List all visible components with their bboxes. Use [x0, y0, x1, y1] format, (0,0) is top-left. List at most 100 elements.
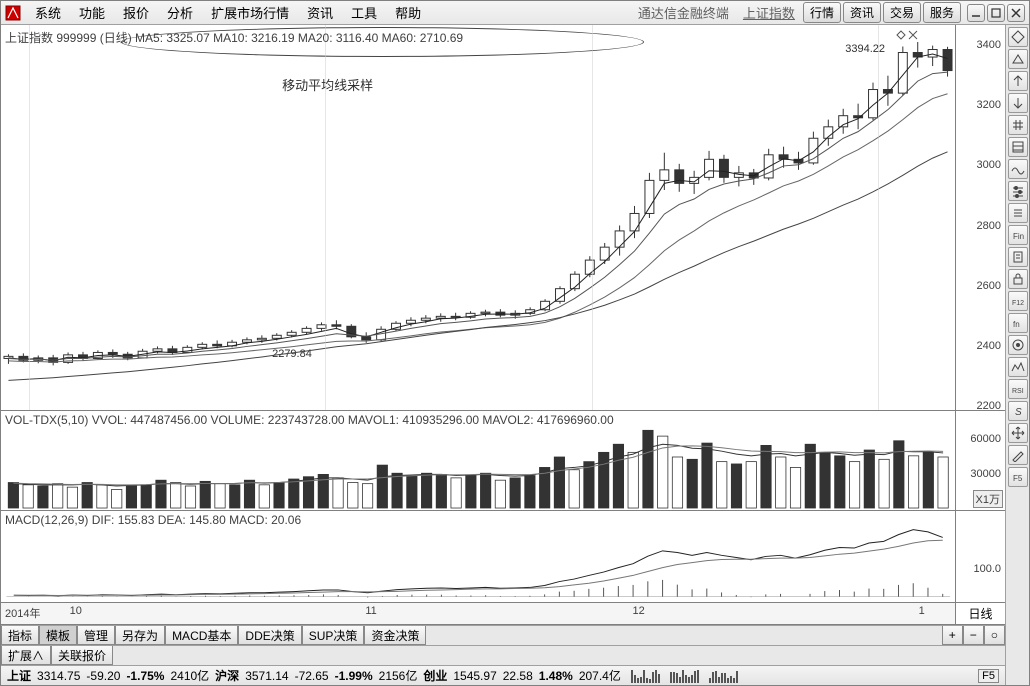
volume-unit: X1万 — [973, 490, 1003, 508]
time-axis-panel: 日线 2014年1011121 — [1, 603, 1005, 625]
index-link[interactable]: 上证指数 — [737, 3, 801, 22]
f5-icon[interactable]: F5 — [1008, 467, 1028, 487]
tab-linked-quote[interactable]: 关联报价 — [51, 646, 113, 665]
time-tick: 1 — [919, 605, 925, 617]
main-chart-panel[interactable]: 上证指数 999999 (日线) MA5: 3325.07 MA10: 3216… — [1, 25, 1005, 411]
volume-panel[interactable]: VOL-TDX(5,10) VVOL: 447487456.00 VOLUME:… — [1, 411, 1005, 511]
tab-SUP决策[interactable]: SUP决策 — [302, 626, 365, 645]
status-value: 207.4亿 — [579, 667, 621, 684]
status-value: 3571.14 — [245, 669, 288, 683]
status-value: -1.75% — [126, 669, 164, 683]
target-icon[interactable] — [1008, 335, 1028, 355]
yaxis-label: 60000 — [970, 433, 1001, 445]
candlestick-chart — [1, 25, 1005, 410]
grid-icon[interactable] — [1008, 115, 1028, 135]
yaxis-label: 2400 — [977, 340, 1001, 352]
chart-title: 上证指数 999999 — [5, 31, 96, 45]
maximize-icon[interactable] — [987, 4, 1005, 22]
menu-quote[interactable]: 报价 — [115, 1, 157, 24]
tab-mini-+[interactable]: + — [942, 626, 963, 645]
status-value: 上证 — [7, 667, 31, 684]
menu-ext-market[interactable]: 扩展市场行情 — [203, 1, 297, 24]
close-icon[interactable] — [1007, 4, 1025, 22]
tab-mini-−[interactable]: − — [963, 626, 984, 645]
status-value: 1545.97 — [453, 669, 496, 683]
status-value: -59.20 — [86, 669, 120, 683]
sparkline-icon — [631, 669, 660, 683]
doc-icon[interactable] — [1008, 247, 1028, 267]
tab-管理[interactable]: 管理 — [77, 626, 115, 645]
tab-mini-○[interactable]: ○ — [984, 626, 1005, 645]
svg-text:F12: F12 — [1012, 300, 1024, 307]
btn-news[interactable]: 资讯 — [843, 2, 881, 23]
ma-header: (日线) MA5: 3325.07 MA10: 3216.19 MA20: 31… — [100, 31, 463, 45]
f5-button[interactable]: F5 — [978, 669, 999, 683]
s-icon[interactable]: S — [1008, 401, 1028, 421]
time-year: 2014年 — [5, 605, 40, 621]
fn-icon[interactable]: fn — [1008, 313, 1028, 333]
tab-指标[interactable]: 指标 — [1, 626, 39, 645]
rsi-icon[interactable]: RSI — [1008, 379, 1028, 399]
sliders-icon[interactable] — [1008, 181, 1028, 201]
status-value: 1.48% — [539, 669, 573, 683]
macd-panel[interactable]: MACD(12,26,9) DIF: 155.83 DEA: 145.80 MA… — [1, 511, 1005, 603]
sparkline-icon — [709, 669, 738, 683]
time-tick: 11 — [365, 605, 376, 617]
pencil-icon[interactable] — [1008, 445, 1028, 465]
yaxis-label: 3000 — [977, 159, 1001, 171]
menu-analysis[interactable]: 分析 — [159, 1, 201, 24]
yaxis-label: 100.0 — [973, 563, 1001, 575]
right-toolbar: Fin F12 fn RSI S F5 — [1005, 25, 1029, 685]
up-icon[interactable] — [1008, 71, 1028, 91]
move-icon[interactable] — [1008, 423, 1028, 443]
btn-service[interactable]: 服务 — [923, 2, 961, 23]
table-icon[interactable] — [1008, 137, 1028, 157]
tab-模板[interactable]: 模板 — [39, 626, 77, 645]
down-icon[interactable] — [1008, 93, 1028, 113]
svg-text:RSI: RSI — [1012, 388, 1024, 395]
btn-trade[interactable]: 交易 — [883, 2, 921, 23]
tab-DDE决策[interactable]: DDE决策 — [238, 626, 301, 645]
status-value: 沪深 — [215, 667, 239, 684]
lock-icon[interactable] — [1008, 269, 1028, 289]
status-value: 2156亿 — [379, 667, 418, 684]
yaxis-label: 2800 — [977, 220, 1001, 232]
svg-text:Fin: Fin — [1013, 232, 1024, 241]
list-icon[interactable] — [1008, 203, 1028, 223]
tab-extend[interactable]: 扩展∧ — [1, 646, 51, 665]
menubar: 系统 功能 报价 分析 扩展市场行情 资讯 工具 帮助 通达信金融终端 上证指数… — [1, 1, 1029, 25]
yaxis-label: 3200 — [977, 99, 1001, 111]
svg-text:S: S — [1015, 407, 1022, 418]
macd-header: MACD(12,26,9) DIF: 155.83 DEA: 145.80 MA… — [5, 513, 301, 527]
menu-system[interactable]: 系统 — [27, 1, 69, 24]
status-value: 创业 — [423, 667, 447, 684]
wave2-icon[interactable] — [1008, 357, 1028, 377]
menu-function[interactable]: 功能 — [71, 1, 113, 24]
menu-help[interactable]: 帮助 — [387, 1, 429, 24]
menu-tools[interactable]: 工具 — [343, 1, 385, 24]
svg-text:F5: F5 — [1013, 474, 1023, 483]
status-value: 22.58 — [503, 669, 533, 683]
wave-icon[interactable] — [1008, 159, 1028, 179]
minimize-icon[interactable] — [967, 4, 985, 22]
volume-yaxis: X1万 3000060000 — [955, 411, 1005, 510]
diamond-icon[interactable] — [1008, 27, 1028, 47]
btn-quotes[interactable]: 行情 — [803, 2, 841, 23]
triangle-icon[interactable] — [1008, 49, 1028, 69]
tab-另存为[interactable]: 另存为 — [115, 626, 165, 645]
menu-info[interactable]: 资讯 — [299, 1, 341, 24]
fin-icon[interactable]: Fin — [1008, 225, 1028, 245]
yaxis-label: 2600 — [977, 280, 1001, 292]
main-yaxis: 2200240026002800300032003400 — [955, 25, 1005, 410]
time-tick: 12 — [632, 605, 644, 617]
volume-header: VOL-TDX(5,10) VVOL: 447487456.00 VOLUME:… — [5, 413, 614, 427]
time-right-label: 日线 — [955, 603, 1005, 624]
brand-text: 通达信金融终端 — [632, 3, 735, 22]
tab-资金决策[interactable]: 资金决策 — [364, 626, 426, 645]
status-value: -72.65 — [295, 669, 329, 683]
f12-icon[interactable]: F12 — [1008, 291, 1028, 311]
status-value: 3314.75 — [37, 669, 80, 683]
tab-MACD基本[interactable]: MACD基本 — [165, 626, 238, 645]
app-logo-icon — [5, 5, 21, 21]
status-value: 2410亿 — [170, 667, 209, 684]
